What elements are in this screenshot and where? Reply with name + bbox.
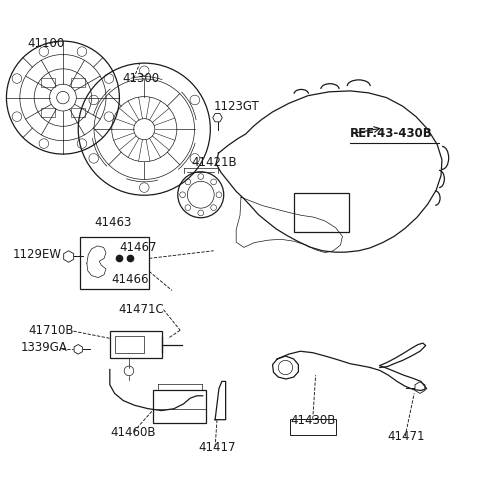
Text: 41463: 41463 — [94, 216, 132, 228]
Text: 41466: 41466 — [112, 273, 149, 286]
Text: 41710B: 41710B — [28, 324, 74, 337]
Text: 41300: 41300 — [123, 72, 160, 85]
Text: 1339GA: 1339GA — [21, 341, 68, 354]
Text: 41471: 41471 — [387, 430, 425, 443]
Text: 1123GT: 1123GT — [214, 99, 260, 113]
Text: 41430B: 41430B — [290, 414, 336, 427]
Text: 41467: 41467 — [120, 242, 157, 254]
Text: 41421B: 41421B — [191, 156, 237, 169]
Text: 1129EW: 1129EW — [12, 248, 61, 261]
Text: 41100: 41100 — [27, 37, 64, 50]
Text: 41460B: 41460B — [111, 426, 156, 439]
Text: 41471C: 41471C — [118, 303, 164, 316]
Text: REF.43-430B: REF.43-430B — [350, 127, 433, 141]
Text: 41417: 41417 — [198, 441, 235, 454]
